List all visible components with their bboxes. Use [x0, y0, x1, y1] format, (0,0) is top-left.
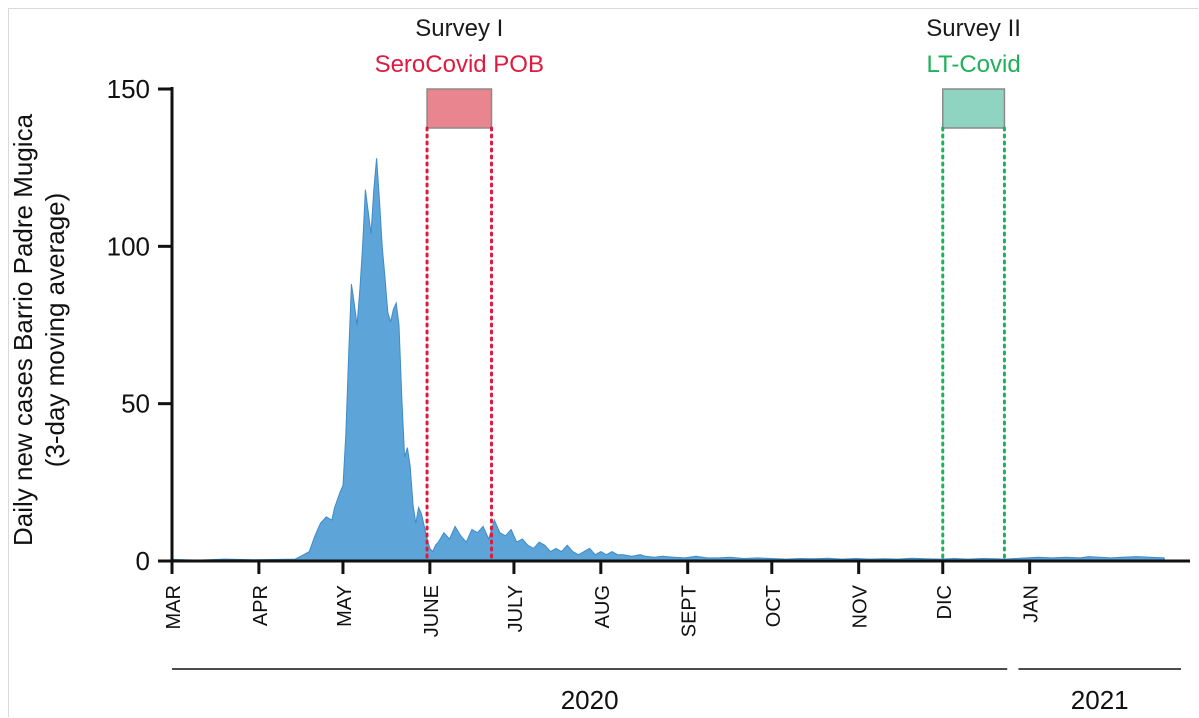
year-label-2020: 2020 [561, 685, 619, 715]
survey-title-1: Survey II [926, 15, 1021, 42]
x-tick-label-aug: AUG [592, 585, 614, 628]
x-tick-label-mar: MAR [163, 585, 185, 629]
x-tick-label-may: MAY [334, 585, 356, 627]
y-tick-label-50: 50 [121, 389, 150, 419]
survey-name-0: SeroCovid POB [375, 51, 544, 78]
survey-window-box-1 [942, 88, 1006, 129]
survey-title-0: Survey I [415, 15, 503, 42]
year-label-2021: 2021 [1071, 685, 1129, 715]
x-tick-label-jan: JAN [1021, 585, 1043, 623]
x-tick-label-dic: DIC [934, 585, 956, 619]
x-tick-label-sept: SEPT [679, 585, 701, 637]
survey-name-1: LT-Covid [926, 51, 1020, 78]
y-axis-label-line2: (3-day moving average) [40, 193, 70, 468]
y-tick-label-150: 150 [107, 74, 150, 104]
y-axis-title: Daily new cases Barrio Padre Mugica (3-d… [8, 113, 70, 546]
y-axis-label-line1: Daily new cases Barrio Padre Mugica [8, 113, 38, 546]
y-tick-label-100: 100 [107, 231, 150, 261]
x-tick-label-oct: OCT [763, 585, 785, 627]
survey-markers: Survey I SeroCovid POB Survey II LT-Covid [375, 15, 1021, 563]
axes: 0 50 100 150 MAR APR MAY JUNE JULY AUG SEPT OCT NOV D… [107, 74, 1190, 715]
x-tick-label-july: JULY [505, 585, 527, 632]
y-tick-label-0: 0 [136, 546, 150, 576]
survey-window-box-0 [426, 88, 493, 129]
area-layer [171, 158, 1165, 562]
x-tick-label-nov: NOV [850, 584, 872, 628]
x-tick-label-june: JUNE [421, 585, 443, 637]
series-area-0 [171, 158, 1165, 562]
x-tick-label-apr: APR [250, 585, 272, 626]
